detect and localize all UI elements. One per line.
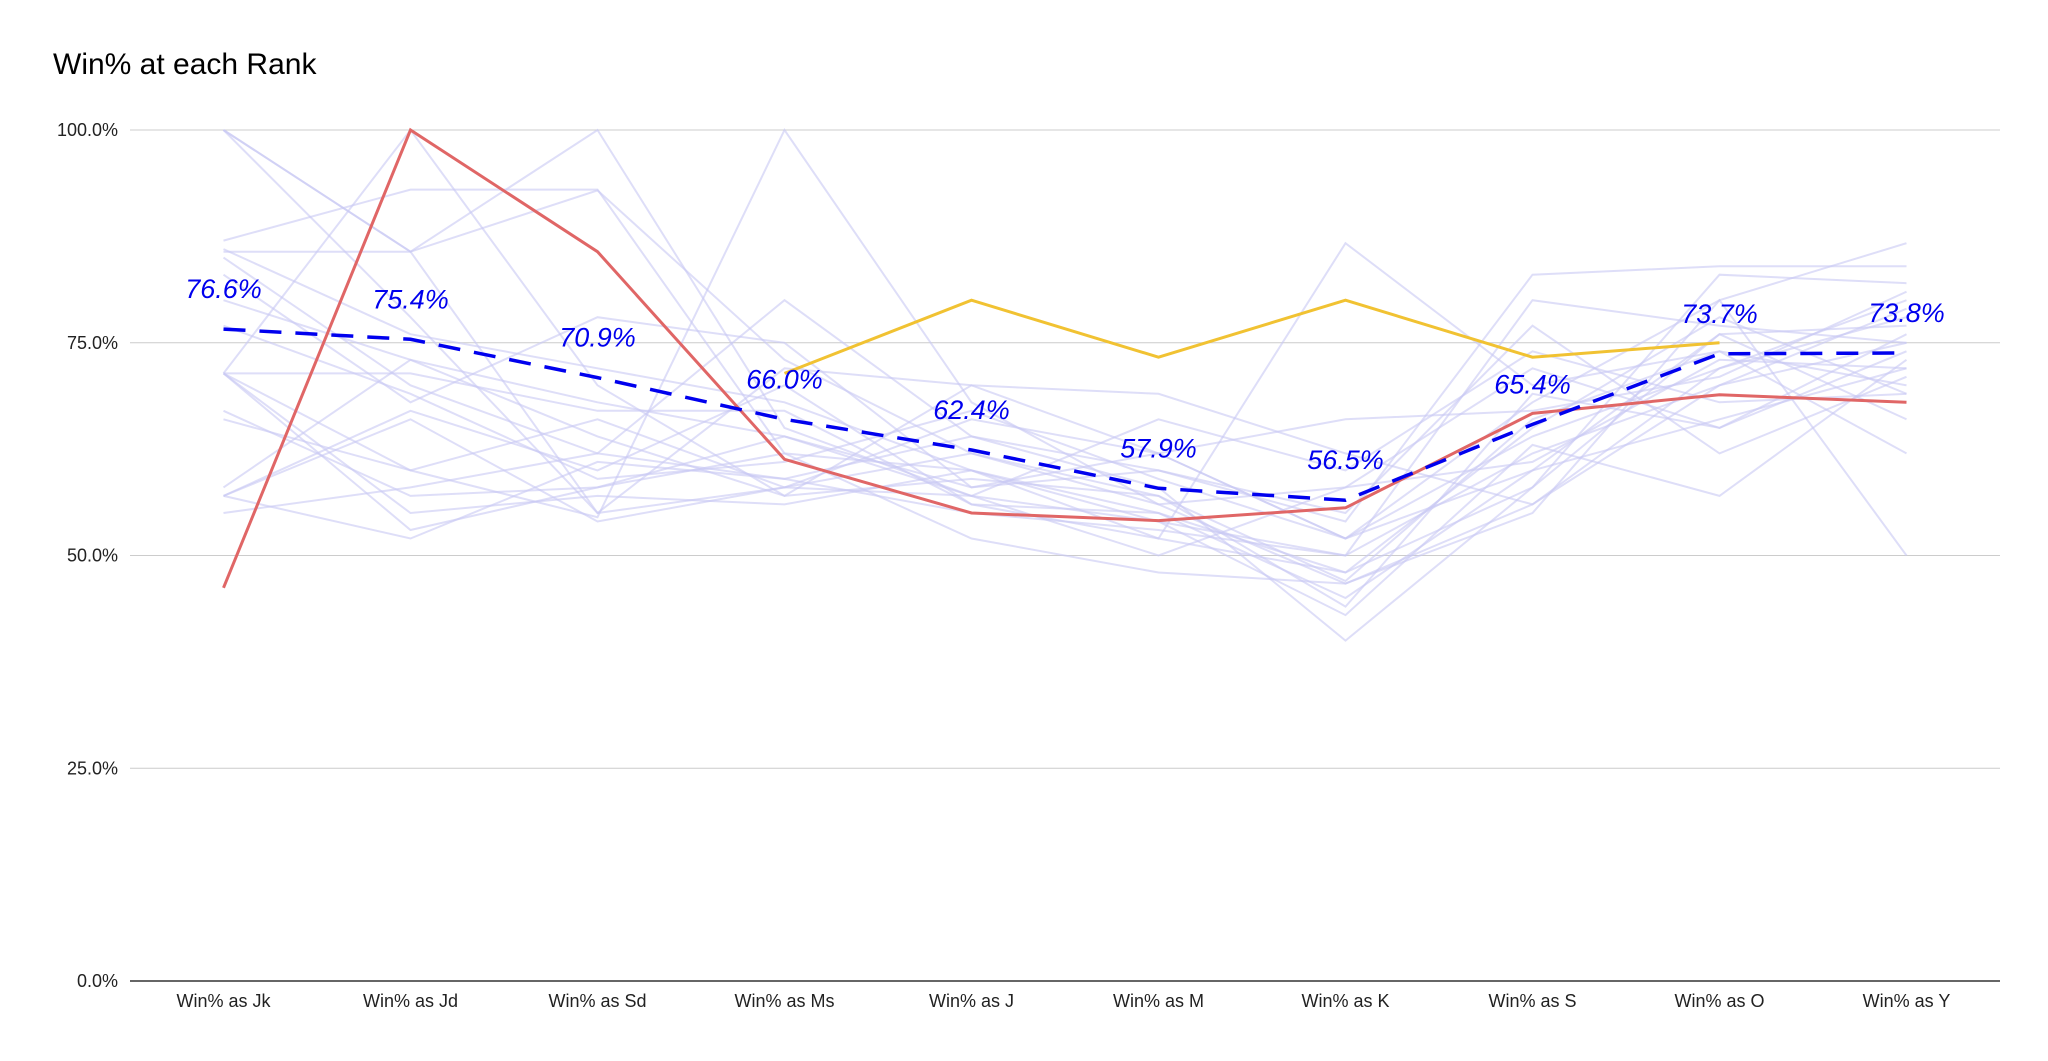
background-series-line: [223, 316, 1907, 574]
x-tick-label: Win% as Jd: [363, 991, 458, 1011]
background-series-line: [222, 333, 1907, 557]
background-series-line: [222, 358, 1908, 617]
background-series-line: [222, 256, 1907, 642]
background-series-line: [222, 265, 1907, 523]
average-data-label: 65.4%: [1494, 369, 1571, 399]
background-series-line: [223, 299, 1907, 540]
background-series-line: [222, 129, 1907, 583]
background-series-line: [222, 290, 1907, 489]
average-data-label: 62.4%: [933, 395, 1010, 425]
y-tick-label: 50.0%: [67, 546, 118, 566]
x-axis-tick-labels: Win% as Jk Win% as Jd Win% as Sd Win% as Ms…: [176, 991, 1950, 1011]
chart-title: Win% at each Rank: [53, 48, 317, 81]
background-series-lines: [222, 128, 1908, 642]
yellow-series-line: [783, 298, 1720, 375]
y-tick-label: 100.0%: [57, 120, 118, 140]
x-tick-label: Win% as Sd: [548, 991, 646, 1011]
x-tick-label: Win% as Y: [1863, 991, 1951, 1011]
background-series-line: [223, 248, 1907, 574]
average-data-label: 73.7%: [1681, 299, 1758, 329]
average-series: 76.6% 75.4% 70.9% 66.0% 62.4% 57.9% 56.5% 65.4%…: [185, 274, 1945, 502]
x-tick-label: Win% as J: [929, 991, 1014, 1011]
x-tick-label: Win% as S: [1488, 991, 1576, 1011]
y-axis-tick-labels: 0.0% 25.0% 50.0% 75.0% 100.0%: [57, 120, 118, 991]
average-data-label: 73.8%: [1868, 298, 1945, 328]
average-data-label: 75.4%: [372, 284, 449, 314]
average-data-label: 57.9%: [1120, 433, 1197, 463]
background-series-line: [223, 324, 1907, 540]
x-tick-label: Win% as M: [1113, 991, 1204, 1011]
x-tick-label: Win% as O: [1674, 991, 1764, 1011]
background-series-line: [223, 241, 1907, 540]
highlight-series-lines: [222, 127, 1907, 589]
average-data-label: 66.0%: [746, 364, 823, 394]
average-data-label: 70.9%: [559, 323, 636, 353]
average-data-label: 76.6%: [185, 274, 262, 304]
x-tick-label: Win% as K: [1301, 991, 1389, 1011]
background-series-line: [223, 299, 1907, 557]
background-series-line: [222, 129, 1907, 515]
average-data-label: 56.5%: [1307, 445, 1384, 475]
x-tick-label: Win% as Jk: [176, 991, 271, 1011]
background-series-line: [223, 242, 1907, 540]
background-series-line: [223, 307, 1907, 585]
background-series-line: [223, 188, 1907, 600]
y-tick-label: 25.0%: [67, 758, 118, 778]
x-tick-label: Win% as Ms: [734, 991, 834, 1011]
y-tick-label: 75.0%: [67, 333, 118, 353]
y-tick-label: 0.0%: [77, 971, 118, 991]
red-series-line: [222, 127, 1907, 589]
